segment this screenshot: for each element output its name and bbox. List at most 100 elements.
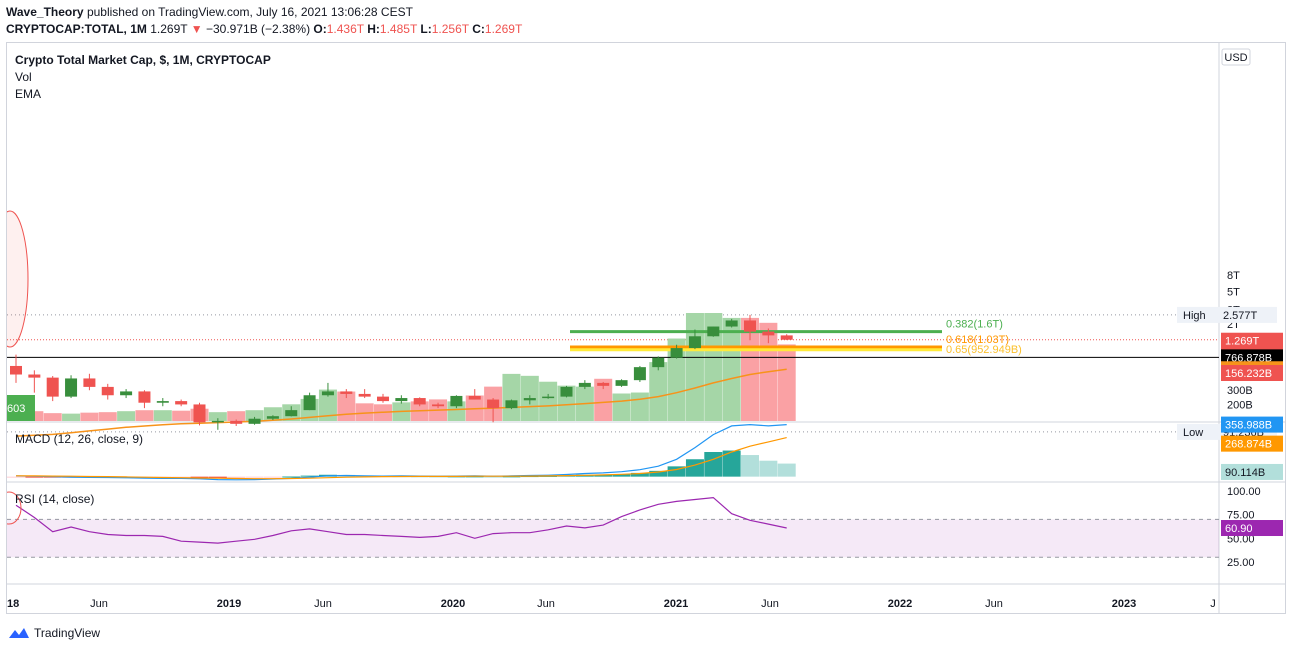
time-axis-tick: 2018 (7, 598, 19, 610)
chart-area[interactable]: 0.382(1.6T) 0.618(1.03T) 0.65(952.949B) 8T 5… (6, 42, 1286, 614)
candle-body (450, 395, 463, 407)
candle-body (578, 382, 591, 387)
volume-bar (502, 373, 521, 421)
rsi-line (15, 496, 787, 544)
candle-body (230, 420, 243, 424)
macd-histogram-bar (25, 476, 44, 478)
ema-line (15, 368, 787, 437)
candle-body (395, 398, 408, 402)
macd-histogram-bar (685, 459, 704, 477)
candle-body (707, 326, 720, 337)
change-value: −30.971B (−2.38%) (205, 22, 311, 36)
footer-brand[interactable]: TradingView (34, 626, 101, 640)
volume-bar (355, 403, 374, 421)
volume-bar (667, 338, 686, 421)
rsi-badge: 60.90 (1225, 523, 1253, 535)
rsi-legend[interactable]: RSI (14, close) (15, 492, 95, 506)
volume-bar (612, 393, 631, 421)
macd-histogram-bar (502, 476, 521, 478)
high-badge-label: High (1183, 310, 1206, 322)
price-axis-tick: 300B (1227, 385, 1253, 397)
close-label: C: (472, 22, 485, 36)
macd-badge-bg (1221, 416, 1283, 433)
volume-bar (227, 411, 246, 421)
macd-histogram-bar (704, 452, 723, 477)
candle-body (523, 398, 536, 401)
volume-bar (649, 362, 668, 421)
volume-bar (777, 344, 796, 421)
time-axis-tick: 2019 (217, 598, 241, 610)
rsi-axis-tick: 50.00 (1227, 533, 1255, 545)
candle-body (468, 395, 481, 400)
time-axis-tick: 2023 (1112, 598, 1136, 610)
candle-body (560, 386, 573, 397)
time-axis-tick: 2021 (664, 598, 688, 610)
macd-histogram-bar (300, 475, 319, 477)
macd-histogram-bar (612, 474, 631, 477)
volume-bar (153, 410, 172, 421)
candle-body (744, 320, 756, 332)
macd-histogram-bar (759, 460, 778, 477)
fib-level-label: 0.618(1.03T) (946, 334, 1009, 346)
volume-bar (741, 317, 759, 421)
time-axis-tick: Jun (314, 598, 332, 610)
macd-histogram-bar (190, 476, 209, 478)
high-label: H: (367, 22, 380, 36)
macd-histogram-bar (429, 476, 448, 478)
price-axis-tick: 200B (1227, 399, 1253, 411)
currency-label: USD (1224, 52, 1247, 64)
macd-legend[interactable]: MACD (12, 26, close, 9) (15, 432, 144, 446)
candle-body (303, 395, 316, 411)
candle-body (688, 336, 701, 349)
vol-legend[interactable]: Vol (15, 70, 32, 84)
volume-bar (704, 313, 723, 421)
candle-body (211, 420, 224, 423)
volume-bar (539, 381, 558, 421)
time-axis-tick: J (1210, 598, 1216, 610)
volume-bar (43, 413, 62, 421)
candle-body (413, 398, 426, 405)
open-value: 1.436T (326, 22, 364, 36)
symbol-label: CRYPTOCAP:TOTAL, 1M (6, 22, 147, 36)
volume-bar (208, 412, 227, 421)
signal-badge: 268.874B (1225, 439, 1272, 451)
candle-body (193, 404, 206, 423)
candle-body (542, 396, 555, 399)
rsi-axis-tick: 100.00 (1227, 486, 1261, 498)
candle-body (633, 367, 646, 381)
volume-badge: 156.232B (1225, 368, 1272, 380)
macd-badge: 358.988B (1225, 420, 1272, 432)
macd-histogram-bar (484, 476, 503, 478)
publisher-name[interactable]: Wave_Theory (6, 5, 84, 19)
candle-body (28, 374, 41, 378)
rsi-axis-tick: 75.00 (1227, 510, 1255, 522)
low-label: L: (420, 22, 432, 36)
time-axis-tick: Jun (90, 598, 108, 610)
price-chart[interactable]: 0.382(1.6T) 0.618(1.03T)0.65(952.949B) 8T 5… (7, 43, 1286, 614)
candle-body (377, 396, 389, 402)
ema-legend[interactable]: EMA (15, 87, 42, 101)
rsi-badge-bg (1221, 520, 1283, 537)
candle-body (120, 391, 133, 396)
tradingview-logo-icon (9, 628, 29, 638)
time-axis-tick: Jun (761, 598, 779, 610)
candle-body (101, 386, 114, 396)
volume-bar (685, 313, 704, 421)
rsi-highlight-ellipse (7, 491, 22, 525)
time-axis-tick: Jun (985, 598, 1003, 610)
macd-histogram-bar (777, 463, 796, 477)
high-badge-bg (1177, 306, 1277, 323)
candle-body (358, 393, 371, 397)
rsi-axis-tick: 25.00 (1227, 557, 1255, 569)
volume-bar (135, 410, 154, 421)
candle-body (138, 391, 151, 403)
candle-body (266, 416, 279, 419)
macd-histogram-bar (465, 476, 484, 478)
candle-body (725, 320, 738, 327)
candle-body (597, 382, 610, 386)
volume-bar (630, 392, 649, 421)
change-arrow-icon: ▼ (190, 22, 203, 36)
price-value: 1.269T (150, 22, 188, 36)
open-label: O: (313, 22, 327, 36)
time-axis-tick: 2020 (441, 598, 465, 610)
